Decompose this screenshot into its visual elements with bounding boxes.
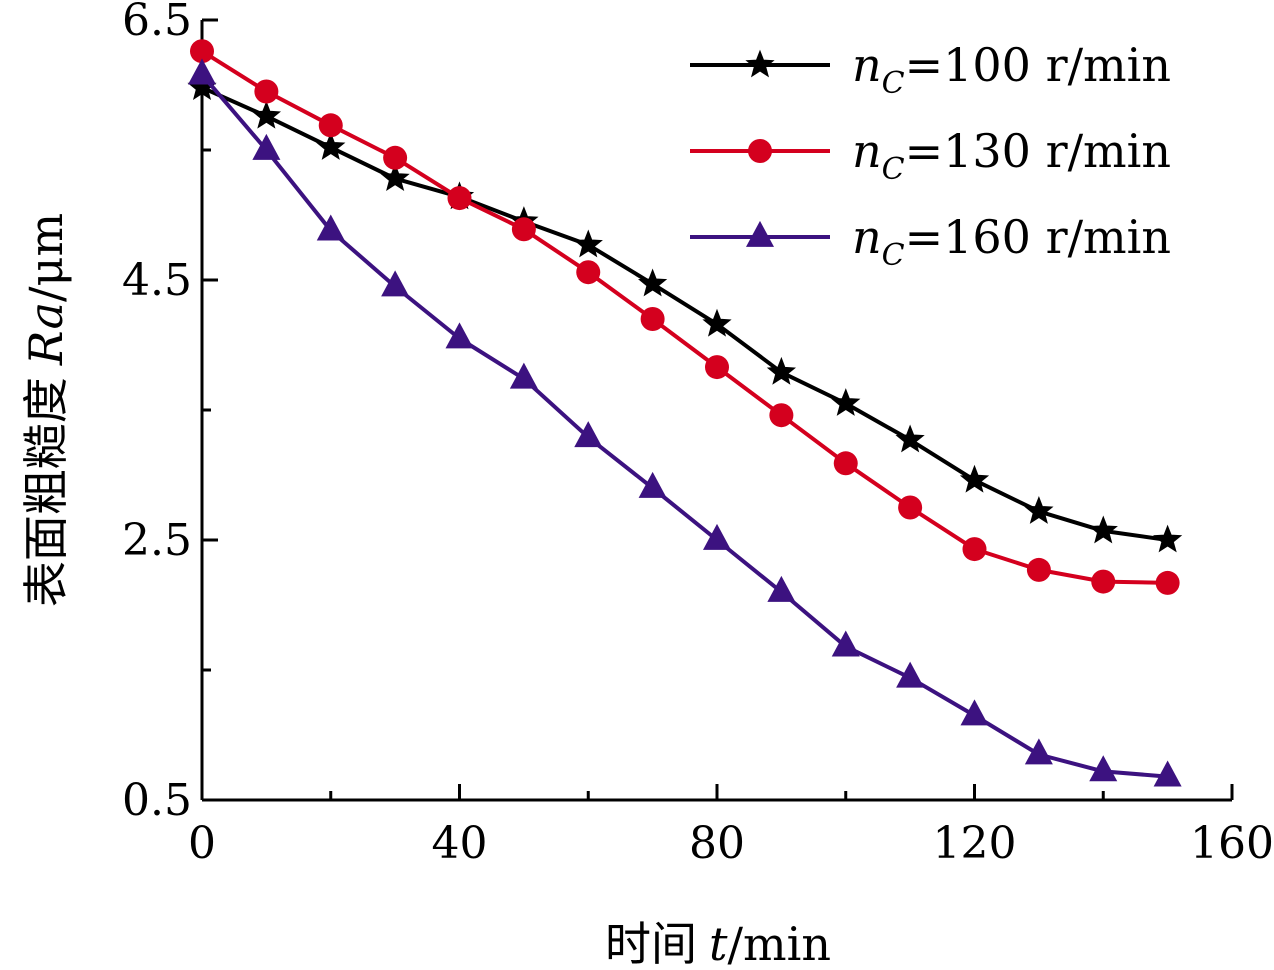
y-tick-label: 4.5 <box>122 255 192 306</box>
data-point-triangle <box>746 220 774 247</box>
legend-label-rest: =130 r/min <box>905 124 1171 178</box>
data-point-star <box>1152 524 1183 553</box>
x-axis-title-cn: 时间 <box>605 917 697 970</box>
data-point-circle <box>640 307 665 331</box>
data-point-circle <box>576 260 601 285</box>
data-point-circle <box>748 139 772 163</box>
legend-item-0: nC=100 r/min <box>690 38 1171 101</box>
data-point-circle <box>962 537 987 562</box>
data-point-star <box>637 268 668 297</box>
legend-label-var: n <box>852 124 882 178</box>
legend-label-var: n <box>852 210 882 264</box>
data-point-triangle <box>703 523 731 550</box>
series-1 <box>190 39 1180 595</box>
y-axis-title-unit: /μm <box>19 213 73 302</box>
legend-label-rest: =160 r/min <box>905 210 1171 264</box>
legend-item-2: nC=160 r/min <box>690 210 1171 273</box>
series-layer <box>187 39 1183 787</box>
data-point-star <box>1088 515 1118 544</box>
legend-item-1: nC=130 r/min <box>690 124 1171 187</box>
data-point-circle <box>511 217 536 242</box>
data-point-star <box>380 163 410 192</box>
data-point-triangle <box>831 630 860 657</box>
data-point-triangle <box>896 661 925 688</box>
data-point-triangle <box>1089 755 1118 782</box>
x-tick-label: 120 <box>933 818 1017 869</box>
series-2 <box>188 58 1182 787</box>
tick-labels: 0 40 80 120 160 0.5 2.5 4.5 6.5 <box>122 0 1274 869</box>
data-point-circle <box>769 403 794 428</box>
series-line <box>200 49 1168 585</box>
y-tick-label: 6.5 <box>122 0 192 46</box>
y-axis-title-cn: 表面粗糙度 <box>19 377 73 607</box>
x-tick-label: 40 <box>432 818 488 869</box>
data-point-triangle <box>252 133 281 160</box>
y-tick-label: 2.5 <box>122 515 192 566</box>
series-0 <box>187 72 1183 553</box>
data-point-circle <box>898 495 923 520</box>
data-point-circle <box>1091 569 1116 594</box>
data-point-triangle <box>381 270 410 297</box>
tick-marks <box>200 18 1234 802</box>
data-point-circle <box>254 79 279 104</box>
x-tick-label: 0 <box>188 818 216 869</box>
data-point-triangle <box>638 471 667 498</box>
data-point-star <box>766 356 797 385</box>
data-point-triangle <box>574 421 603 448</box>
data-point-star <box>702 308 732 337</box>
x-tick-label: 80 <box>689 818 745 869</box>
legend-label: nC=130 r/min <box>852 124 1171 187</box>
data-point-circle <box>383 145 408 170</box>
data-point-star <box>959 464 990 493</box>
legend-label-rest: =100 r/min <box>905 38 1171 92</box>
data-point-triangle <box>960 699 989 726</box>
data-point-circle <box>833 451 858 476</box>
data-point-triangle <box>1153 760 1182 787</box>
y-tick-label: 0.5 <box>122 775 192 826</box>
data-point-triangle <box>188 58 216 85</box>
data-point-circle <box>190 39 214 64</box>
data-point-star <box>831 388 861 416</box>
data-point-circle <box>447 186 472 211</box>
legend-label: nC=100 r/min <box>852 38 1171 101</box>
legend-label-sub: C <box>882 152 905 187</box>
data-point-star <box>1024 496 1054 524</box>
data-point-star <box>745 49 775 78</box>
x-axis-title-var: t <box>709 917 728 970</box>
x-tick-label: 160 <box>1190 818 1274 869</box>
data-point-star <box>573 229 603 258</box>
data-point-triangle <box>1024 738 1053 765</box>
y-axis-title: 表面粗糙度 Ra/μm <box>19 213 73 607</box>
data-point-triangle <box>316 214 345 241</box>
legend-label-sub: C <box>882 66 905 101</box>
data-point-circle <box>318 113 343 138</box>
legend-label: nC=160 r/min <box>852 210 1171 273</box>
series-line <box>200 73 1168 779</box>
legend-label-var: n <box>852 38 882 92</box>
data-point-circle <box>1155 570 1180 595</box>
data-point-star <box>251 100 282 129</box>
series-line <box>201 85 1168 542</box>
x-axis-title-unit: /min <box>728 917 831 970</box>
legend-label-sub: C <box>882 238 905 273</box>
data-point-star <box>316 132 346 160</box>
data-point-circle <box>1026 557 1051 582</box>
data-point-circle <box>705 355 729 380</box>
y-axis-title-var: Ra <box>19 302 73 366</box>
data-point-triangle <box>509 362 538 389</box>
x-axis-title: 时间 t/min <box>605 917 831 970</box>
data-point-triangle <box>445 322 474 349</box>
data-point-triangle <box>767 575 796 602</box>
data-point-star <box>895 424 925 453</box>
